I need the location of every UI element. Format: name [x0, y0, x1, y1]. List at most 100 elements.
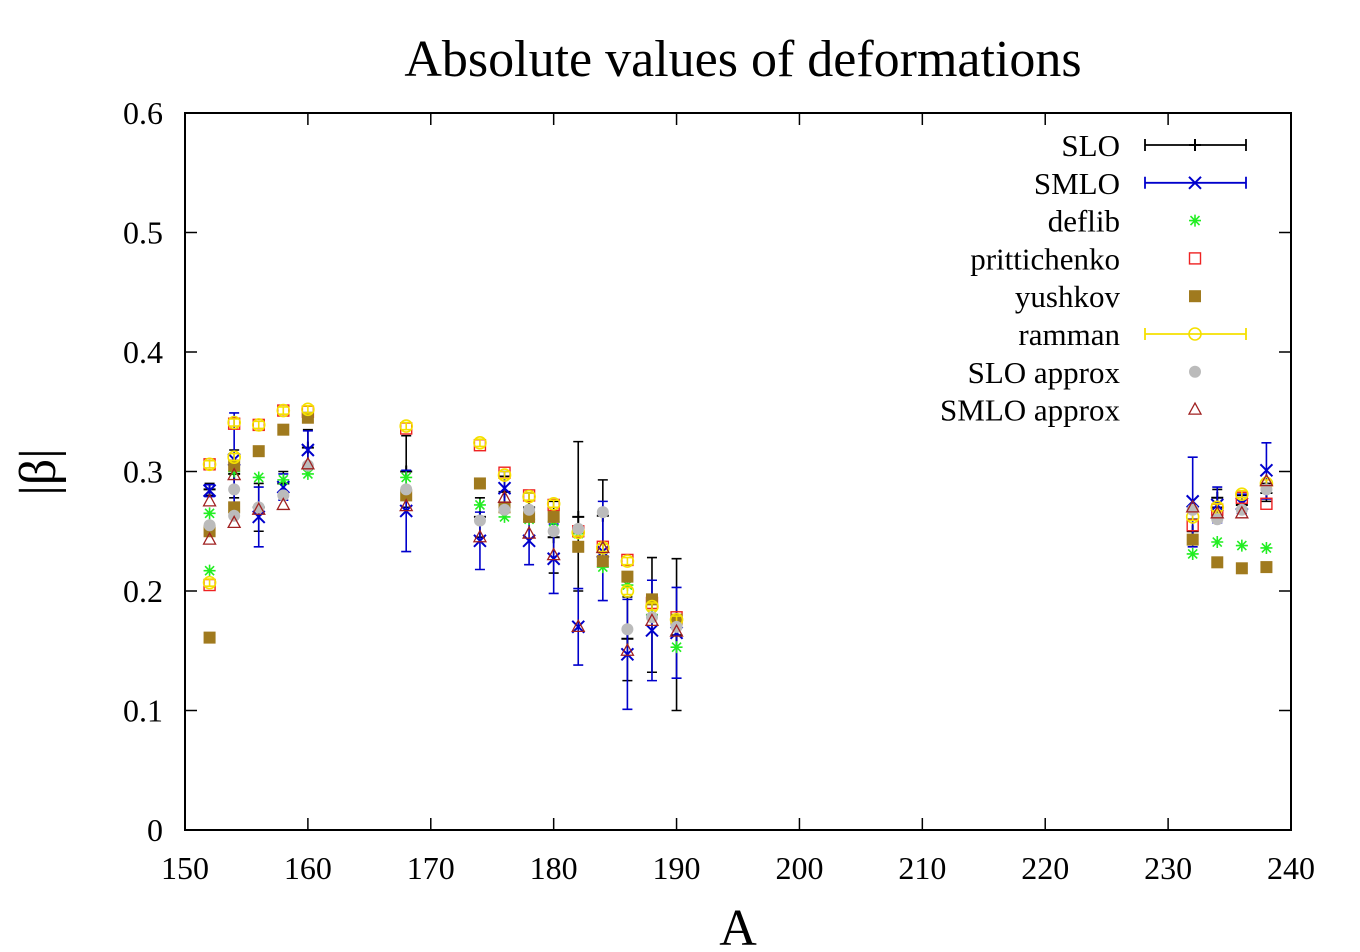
square-glyph [1188, 252, 1202, 265]
star-glyph [277, 473, 290, 486]
cross-glyph [202, 483, 217, 498]
circle-glyph [473, 514, 486, 527]
data-point [252, 445, 265, 458]
data-point [572, 522, 585, 535]
data-point [498, 503, 511, 516]
data-point [251, 418, 266, 432]
data-point [227, 467, 242, 481]
series-deflib [203, 465, 1273, 654]
star-glyph [498, 510, 511, 523]
cross-glyph [301, 443, 315, 457]
data-point [203, 507, 216, 520]
y-tick-label: 0 [147, 812, 163, 848]
triangle-glyph [644, 613, 660, 627]
circle-glyph [1211, 513, 1224, 526]
data-point [596, 506, 609, 519]
data-point [1260, 497, 1273, 510]
plus-glyph [572, 510, 585, 523]
square-glyph [1260, 497, 1273, 510]
square-glyph [1211, 556, 1224, 569]
data-point [621, 623, 634, 636]
circle-glyph [670, 620, 683, 633]
data-point [202, 575, 217, 590]
data-point [1211, 556, 1224, 569]
x-tick-label: 210 [898, 850, 946, 886]
circle-glyph [620, 584, 635, 598]
square-glyph [572, 540, 585, 553]
circle-glyph [203, 519, 216, 532]
x-tick-label: 200 [775, 850, 823, 886]
data-point [473, 498, 486, 511]
y-tick-label: 0.6 [123, 95, 163, 131]
legend-marker [1187, 401, 1203, 415]
data-point [473, 436, 487, 450]
legend-marker [1188, 176, 1202, 190]
cross-glyph [1188, 176, 1202, 190]
square-glyph [228, 501, 241, 514]
x-tick-label: 160 [284, 850, 332, 886]
y-tick-label: 0.2 [123, 573, 163, 609]
data-point [523, 503, 536, 516]
data-point [203, 631, 216, 644]
data-point [228, 483, 241, 496]
circle-glyph [497, 468, 512, 482]
data-point [473, 514, 486, 527]
star-glyph [1211, 536, 1224, 549]
series-ramman [202, 402, 1274, 627]
square-glyph [1260, 561, 1273, 574]
circle-glyph [228, 483, 241, 496]
legend-marker [1189, 290, 1201, 303]
circle-glyph [202, 575, 217, 590]
data-point [670, 641, 683, 654]
cross-glyph [1259, 463, 1274, 478]
legend-entry: SMLO approx [940, 393, 1203, 428]
triangle-glyph [1187, 401, 1203, 415]
legend-entry: SLO [1061, 128, 1247, 163]
legend-marker [1189, 365, 1201, 378]
error-bar [253, 420, 264, 430]
data-point [1260, 561, 1273, 574]
square-glyph [252, 445, 265, 458]
legend-line [1144, 328, 1247, 340]
legend-label: SMLO approx [940, 393, 1120, 428]
circle-glyph [1260, 483, 1273, 496]
cross-glyph [522, 534, 536, 548]
data-point [547, 510, 560, 523]
x-tick-label: 230 [1144, 850, 1192, 886]
data-point [301, 443, 315, 457]
chart-title: Absolute values of deformations [404, 31, 1081, 88]
x-tick-label: 170 [407, 850, 455, 886]
series-slo-approx [203, 459, 1273, 636]
y-axis-title: |β| [10, 448, 67, 495]
star-glyph [670, 641, 683, 654]
cross-glyph [497, 481, 512, 495]
data-point [670, 620, 683, 633]
circle-glyph [202, 457, 217, 472]
square-glyph [596, 555, 609, 568]
star-glyph [301, 467, 314, 480]
legend-entry: SMLO [1034, 166, 1247, 201]
data-point [301, 402, 315, 417]
data-point [1260, 483, 1273, 496]
data-point [497, 481, 512, 495]
data-point [1210, 505, 1225, 519]
error-bar [1236, 489, 1247, 499]
legend-entry: prittichenko [970, 241, 1202, 276]
data-point [571, 618, 586, 632]
circle-glyph [498, 503, 511, 516]
square-glyph [1235, 562, 1248, 575]
data-point [645, 623, 659, 638]
data-point [277, 473, 290, 486]
circle-glyph [1188, 327, 1202, 341]
star-glyph [252, 471, 265, 484]
data-point [497, 489, 512, 503]
legend-label: yushkov [1015, 279, 1121, 314]
data-point [1185, 499, 1200, 513]
axis-ticks: 150 160 170 180 190 200 210 220 230 240 0 0.1 0.2 0.3… [123, 95, 1315, 886]
legend-label: SLO [1061, 128, 1120, 163]
circle-glyph [227, 415, 241, 430]
data-point [252, 510, 266, 524]
x-tick-label: 180 [530, 850, 578, 886]
data-point [252, 501, 265, 514]
data-point [276, 403, 291, 418]
